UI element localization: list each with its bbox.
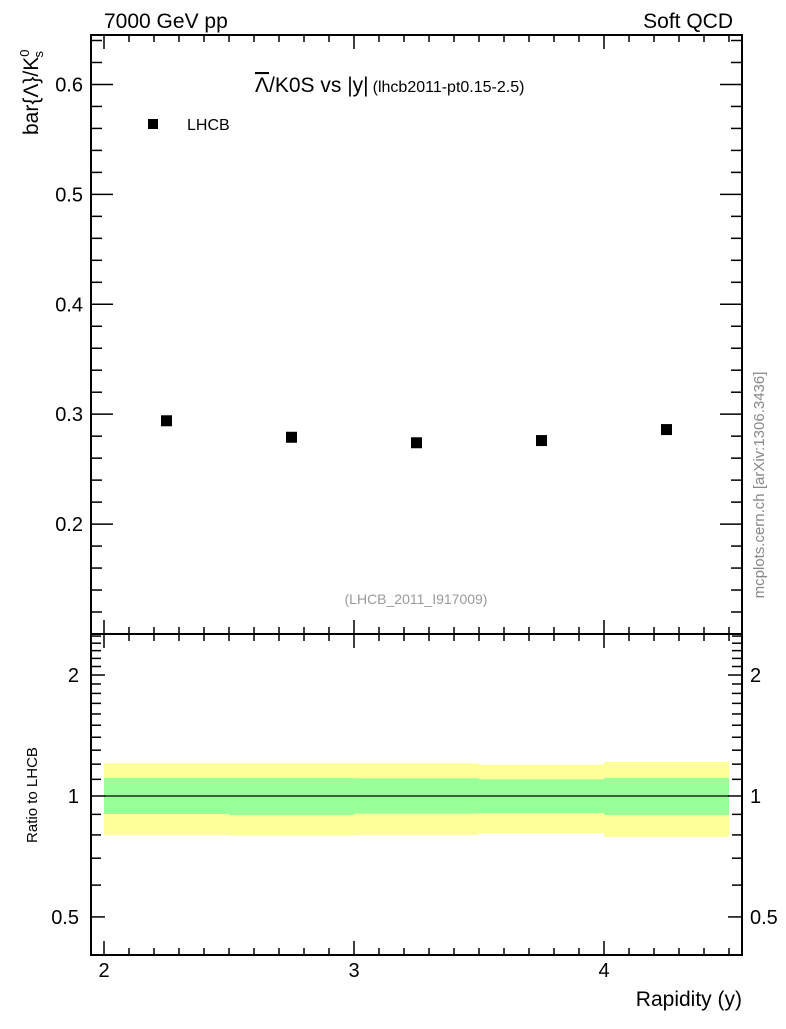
header-right: Soft QCD <box>643 10 733 33</box>
ratio-y-tick-label-right: 2 <box>750 665 761 687</box>
analysis-id: (LHCB_2011_I917009) <box>345 591 488 607</box>
y-tick-label: 0.4 <box>55 294 83 316</box>
ratio-y-tick-label: 0.5 <box>51 907 79 929</box>
data-point <box>536 435 547 447</box>
legend-label: LHCB <box>187 117 230 134</box>
x-tick-label: 3 <box>348 960 359 982</box>
y-tick-label: 0.3 <box>55 404 83 426</box>
y-tick-label: 0.5 <box>55 184 83 206</box>
title-symbol: Λ <box>255 74 269 97</box>
header-left: 7000 GeV pp <box>104 10 228 33</box>
svg-text:bar{Λ}/K0s: bar{Λ}/K0s <box>17 50 46 135</box>
title-main: /K0S vs |y| <box>269 74 369 97</box>
x-tick-label: 4 <box>598 960 609 982</box>
side-watermark: mcplots.cern.ch [arXiv:1306.3436] <box>751 372 768 599</box>
x-tick-label: 2 <box>98 960 109 982</box>
ratio-frame <box>90 633 743 956</box>
ratio-y-tick-label-right: 1 <box>750 786 761 808</box>
data-point <box>161 415 172 427</box>
svg-text:Λ/K0S vs |y|(lhcb2011-pt0.15-2: Λ/K0S vs |y| (lhcb2011-pt0.15-2.5) <box>255 74 524 97</box>
data-point <box>661 424 672 436</box>
legend: LHCB <box>148 117 230 134</box>
title-sub: (lhcb2011-pt0.15-2.5) <box>373 79 525 96</box>
ratio-y-axis-label: Ratio to LHCB <box>24 747 41 843</box>
ratio-y-tick-label-right: 0.5 <box>750 907 778 929</box>
data-point <box>286 431 297 443</box>
y-axis-label: bar{Λ}/K0s <box>17 50 46 135</box>
y-tick-label: 0.2 <box>55 514 83 536</box>
x-axis-label: Rapidity (y) <box>636 988 742 1011</box>
legend-marker <box>148 119 158 129</box>
ratio-y-tick-label: 2 <box>68 665 79 687</box>
chart-title: Λ/K0S vs |y| (lhcb2011-pt0.15-2.5) <box>255 74 524 97</box>
y-tick-label: 0.6 <box>55 74 83 96</box>
data-point <box>411 437 422 449</box>
ratio-y-tick-label: 1 <box>68 786 79 808</box>
